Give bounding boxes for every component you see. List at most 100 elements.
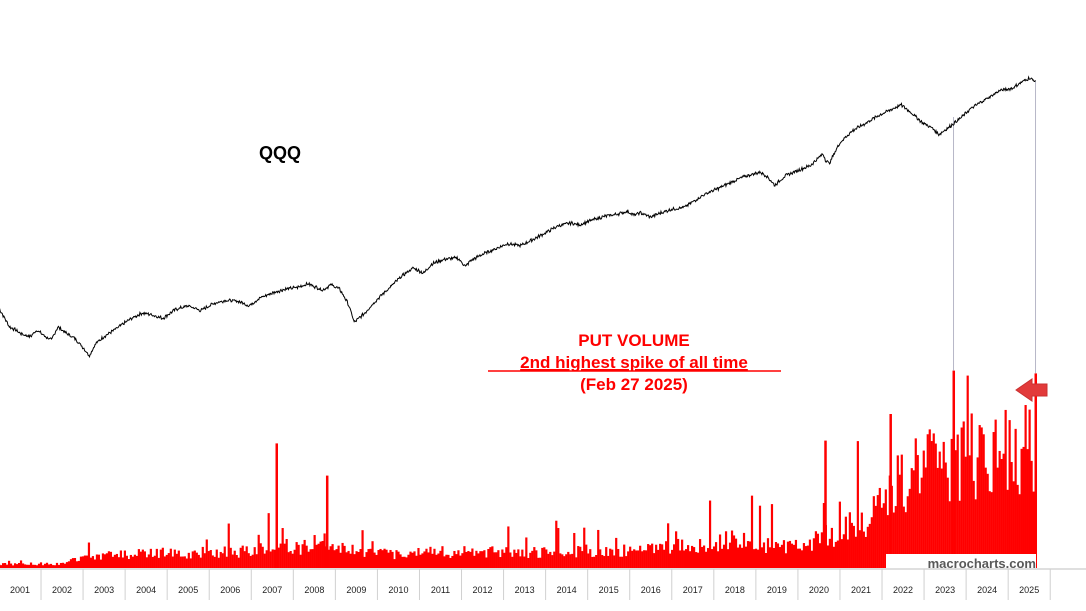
volume-bar (784, 553, 788, 568)
volume-bar (373, 552, 376, 568)
volume-bar (918, 493, 921, 568)
volume-bar (972, 480, 975, 568)
brand-watermark: macrocharts.com (928, 556, 1036, 571)
volume-bar (910, 468, 913, 568)
put-volume-bars (0, 370, 1038, 568)
volume-bar (237, 557, 240, 568)
volume-bar (766, 538, 770, 568)
volume-bar (451, 555, 454, 568)
volume-bar (263, 553, 266, 568)
volume-bar (215, 549, 218, 568)
volume-bar (607, 555, 610, 568)
volume-bar (1028, 409, 1031, 568)
volume-bar (609, 548, 612, 568)
volume-bar (57, 564, 61, 568)
volume-bar (780, 544, 784, 568)
volume-bar (864, 536, 867, 568)
volume-bar (247, 553, 250, 568)
volume-bar (339, 552, 342, 568)
x-tick-label: 2003 (94, 585, 114, 595)
volume-bar (808, 539, 812, 568)
volume-bar (874, 505, 877, 568)
volume-bar (866, 526, 869, 568)
volume-bar (335, 549, 338, 568)
volume-bar (177, 550, 180, 568)
volume-bar (946, 477, 949, 568)
volume-bar (75, 561, 79, 568)
volume-bar (167, 553, 170, 568)
volume-bar (1032, 491, 1035, 568)
volume-bar (511, 556, 514, 568)
volume-bar (818, 543, 822, 568)
volume-bar (521, 549, 524, 568)
volume-spike-bar (952, 370, 956, 568)
volume-bar (605, 547, 608, 568)
volume-bar (69, 559, 73, 568)
volume-bar (443, 556, 446, 568)
volume-bar (984, 467, 987, 568)
volume-bar (1018, 494, 1021, 568)
volume-bar (710, 549, 714, 568)
volume-bar (537, 557, 540, 568)
volume-bar (539, 557, 542, 568)
volume-bar (219, 551, 222, 568)
volume-bar (689, 551, 692, 568)
volume-bar (293, 549, 296, 568)
volume-bar (988, 491, 991, 568)
volume-bar (908, 488, 911, 568)
volume-bar (836, 540, 839, 568)
volume-bar (253, 547, 256, 568)
volume-bar (683, 550, 686, 568)
volume-spike-bar (275, 443, 278, 568)
volume-bar (429, 546, 432, 568)
volume-bar (561, 554, 564, 568)
volume-bar (635, 550, 638, 568)
x-tick-label: 2020 (809, 585, 829, 595)
volume-bar (51, 565, 55, 568)
volume-bar (283, 543, 286, 568)
volume-bar (305, 545, 308, 568)
volume-bar (842, 534, 845, 568)
volume-bar (33, 564, 37, 568)
volume-bar (81, 556, 85, 568)
volume-bar (423, 551, 426, 568)
volume-bar (267, 513, 270, 568)
volume-bar (143, 551, 146, 568)
volume-bar (720, 548, 724, 568)
volume-bar (233, 550, 236, 568)
volume-bar (3, 563, 7, 568)
vertical-guide-lines (953, 81, 1037, 374)
volume-bar (541, 547, 544, 568)
volume-bar (856, 441, 859, 568)
volume-bar (998, 450, 1001, 568)
volume-bar (277, 547, 280, 568)
volume-bar (43, 563, 47, 568)
volume-bar (569, 554, 572, 568)
volume-bar (820, 532, 824, 568)
volume-bar (565, 554, 568, 568)
volume-bar (748, 541, 752, 568)
volume-bar (375, 554, 378, 568)
volume-bar (507, 526, 510, 568)
volume-bar (279, 543, 282, 568)
volume-spike-bar (889, 414, 892, 568)
volume-bar (471, 548, 474, 568)
volume-bar (810, 550, 814, 568)
volume-bar (900, 454, 903, 568)
volume-bar (868, 523, 871, 568)
volume-bar (553, 551, 556, 568)
volume-bar (730, 530, 734, 568)
volume-bar (229, 547, 232, 568)
volume-bar (139, 551, 142, 568)
volume-bar (754, 548, 758, 568)
volume-bar (213, 556, 216, 568)
volume-bar (445, 554, 448, 568)
volume-bar (958, 500, 961, 568)
volume-bar (752, 549, 756, 568)
volume-bar (239, 547, 242, 568)
volume-bar (1004, 409, 1007, 568)
volume-bar (15, 564, 19, 568)
volume-bar (363, 556, 366, 568)
volume-bar (99, 559, 103, 568)
volume-bar (261, 546, 264, 568)
